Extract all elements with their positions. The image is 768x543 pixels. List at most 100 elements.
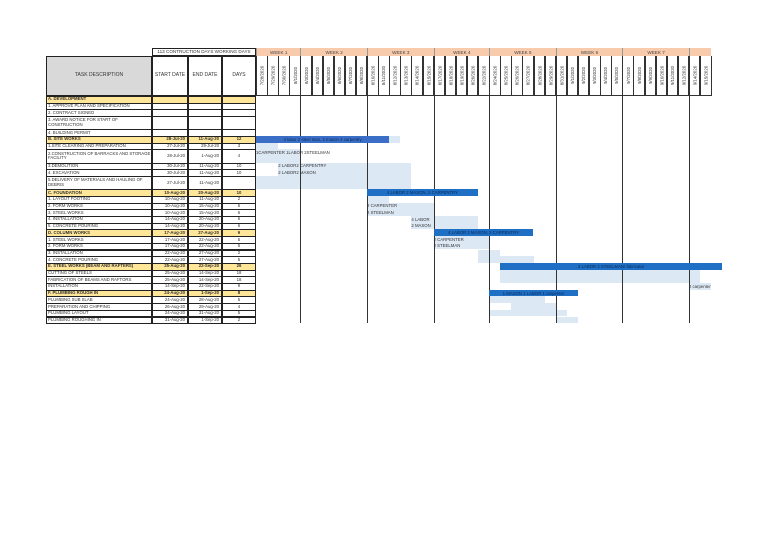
schedule-bar-light (688, 283, 712, 290)
week-divider (688, 96, 690, 324)
date-column-header: 9/7/2020 (622, 56, 634, 96)
schedule-bar-summary[interactable]: 1 MASON 1 LABOR 1 carpenter (489, 289, 578, 297)
date-label: 7/30/2020 (281, 65, 287, 86)
date-column-header: 8/8/2020 (355, 56, 368, 96)
schedule-bar-light (256, 176, 412, 190)
date-column-header: 9/8/2020 (633, 56, 645, 96)
date-column-header: 8/11/2020 (378, 56, 390, 96)
task-days: 4 (222, 149, 256, 164)
date-label: 8/8/2020 (359, 66, 365, 85)
schedule-bar-light (489, 309, 567, 317)
date-column-header: 8/5/2020 (322, 56, 335, 96)
date-label: 8/31/2020 (558, 65, 564, 86)
crew-label: 2 LABOR2 MASON (278, 169, 316, 175)
date-column-header: 8/13/2020 (400, 56, 412, 96)
date-column-header: 8/4/2020 (311, 56, 324, 96)
date-label: 8/5/2020 (325, 66, 331, 85)
task-row-description: 5.DELIVERY OF MATERIALS AND HAULING OF D… (46, 176, 152, 191)
week-header: WEEK 3 (367, 48, 434, 56)
task-end-date: 1-Sep-20 (188, 316, 222, 325)
task-start-date: 31-Aug-20 (152, 316, 188, 325)
date-column-header: 9/10/2020 (655, 56, 668, 96)
date-label: 9/2/2020 (581, 66, 587, 85)
date-label: 7/28/2020 (259, 65, 265, 86)
date-column-header: 8/14/2020 (411, 56, 423, 96)
column-header-start-date: START DATE (152, 56, 188, 96)
date-column-header: 9/3/2020 (589, 56, 601, 96)
date-label: 9/11/2020 (669, 65, 675, 86)
crew-label: 1CARPENTER 1LABOR 2STEELMAN (256, 149, 330, 155)
task-days: 2 (222, 316, 256, 325)
date-label: 9/3/2020 (592, 66, 598, 85)
schedule-bar-light (433, 236, 490, 243)
date-column-header: 9/5/2020 (611, 56, 623, 96)
schedule-bar-light (511, 303, 556, 310)
date-column-header: 9/9/2020 (644, 56, 657, 96)
date-column-header: 7/28/2020 (256, 56, 268, 96)
schedule-bar-summary[interactable]: 2 LABOR 2 STEELMAN/ fabricator (500, 262, 723, 270)
date-column-header: 9/1/2020 (566, 56, 579, 96)
schedule-bar-label: 4 labor 2 steel man, 2 mason 2 carpentry (283, 136, 362, 142)
date-label: 9/12/2020 (681, 65, 687, 86)
schedule-bar-summary[interactable]: 4 labor 2 steel man, 2 mason 2 carpentry (256, 136, 390, 143)
schedule-bar-label: 4 LABOR 2 MASON, 2 CARPENTRY (447, 230, 520, 236)
task-row-description: PLUMBING ROUGHING IN (46, 316, 152, 325)
week-header (688, 48, 712, 56)
schedule-bar-light (500, 276, 700, 283)
week-divider (555, 96, 557, 324)
date-column-header: 8/29/2020 (544, 56, 557, 96)
date-column-header: 9/12/2020 (677, 56, 690, 96)
schedule-bar-light (411, 222, 478, 230)
date-column-header: 9/15/2020 (700, 56, 712, 96)
date-label: 9/9/2020 (647, 66, 653, 85)
date-label: 8/17/2020 (436, 65, 442, 86)
date-label: 8/24/2020 (492, 65, 498, 86)
schedule-bar-summary[interactable]: 4 LABOR 2 MASON, 2 CARPENTRY (367, 189, 478, 196)
date-label: 8/7/2020 (348, 66, 354, 85)
date-column-header: 8/28/2020 (533, 56, 546, 96)
schedule-bar-label: 4 LABOR 2 MASON, 2 CARPENTRY (386, 190, 459, 196)
crew-label: 2 CARPENTER (367, 203, 398, 209)
date-column-header: 8/15/2020 (422, 56, 435, 96)
schedule-bar-light (278, 162, 412, 170)
date-column-header: 8/6/2020 (333, 56, 346, 96)
date-label: 8/1/2020 (292, 66, 298, 85)
date-label: 8/26/2020 (514, 65, 520, 86)
schedule-bar-light (367, 195, 390, 203)
date-label: 8/6/2020 (336, 66, 342, 85)
task-end-date: 11-Aug-20 (188, 176, 222, 191)
task-end-date: 1-Aug-20 (188, 149, 222, 164)
week-header: WEEK 6 (555, 48, 623, 56)
schedule-bar-light (256, 149, 301, 163)
task-start-date: 27-Jul-20 (152, 176, 188, 191)
date-column-header: 8/3/2020 (300, 56, 312, 96)
schedule-bar-light (278, 169, 412, 176)
week-header: WEEK 5 (489, 48, 556, 56)
task-row-description: 2.CONSTRUCTION OF BARRACKS AND STORAGE F… (46, 149, 152, 164)
date-label: 8/12/2020 (392, 65, 398, 86)
crew-label: 2 STEELMAN (367, 209, 394, 215)
schedule-bar-light (367, 202, 434, 210)
date-column-header: 8/1/2020 (289, 56, 301, 96)
date-column-header: 9/11/2020 (666, 56, 679, 96)
working-days-summary: 113 CONTRUCTION DAYS WORKING DAYS (152, 48, 256, 56)
week-header: WEEK 2 (300, 48, 367, 56)
date-label: 8/28/2020 (536, 65, 542, 86)
date-label: 9/5/2020 (614, 66, 620, 85)
schedule-bar-light (367, 209, 434, 216)
date-label: 7/29/2020 (270, 65, 276, 86)
date-label: 9/15/2020 (703, 65, 709, 86)
date-label: 8/19/2020 (459, 65, 465, 86)
schedule-bar-label: 1 MASON 1 LABOR 1 carpenter (502, 290, 565, 296)
date-label: 8/25/2020 (503, 65, 509, 86)
date-column-header: 8/12/2020 (389, 56, 401, 96)
schedule-bar-light (433, 242, 490, 250)
date-label: 8/22/2020 (481, 65, 487, 86)
date-label: 8/10/2020 (370, 65, 376, 86)
task-days (222, 116, 256, 131)
task-row-description: 3. AWARD NOTICE FOR START OF CONSTRUCTIO… (46, 116, 152, 131)
date-label: 8/13/2020 (403, 65, 409, 86)
schedule-bar-summary[interactable]: 4 LABOR 2 MASON, 2 CARPENTRY (433, 229, 534, 237)
date-label: 9/7/2020 (625, 66, 631, 85)
date-label: 9/8/2020 (636, 66, 642, 85)
